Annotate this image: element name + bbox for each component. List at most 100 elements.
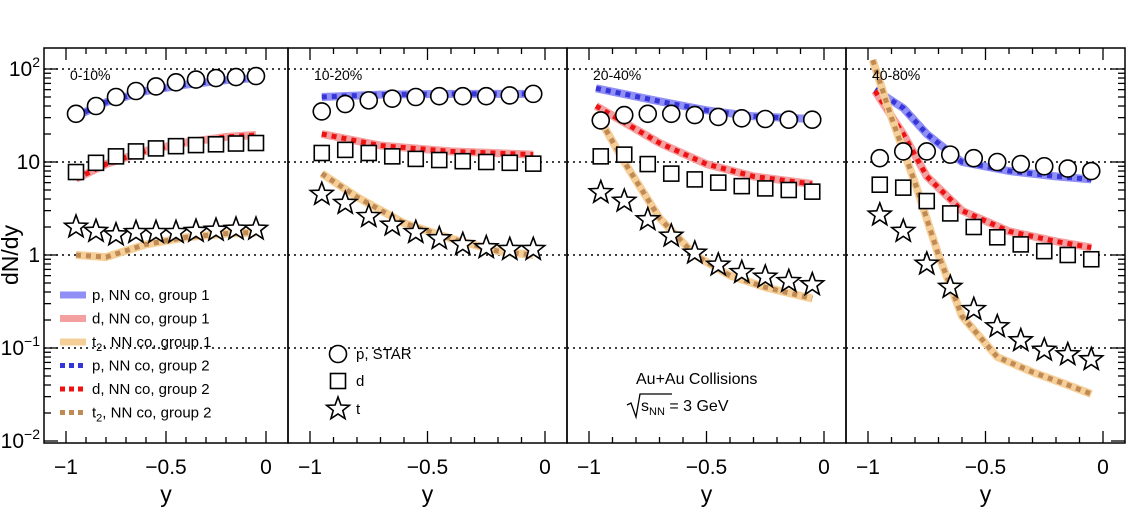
triton-model-group1-panel-2 (319, 170, 534, 259)
y-tick-label-3: 1 (28, 244, 40, 267)
x-tick-label-panel-2-3: 0 (539, 456, 551, 479)
triton-point-panel-4-3 (913, 249, 941, 276)
energy-label-value: = 3 GeV (665, 398, 729, 415)
triton-point-panel-4-10 (1077, 345, 1105, 372)
x-axis-title-panel-3: y (701, 481, 713, 507)
triton-point-panel-3-8 (751, 262, 779, 289)
y-tick-label-exponent: 2 (32, 54, 40, 70)
deuteron-point-panel-1-10 (247, 134, 265, 152)
triton-model-group2-panel-4 (870, 59, 1093, 397)
triton-point-panel-3-1 (587, 178, 615, 205)
legend-marker-label-3: t (356, 401, 361, 418)
triton-point-panel-4-8 (1030, 335, 1058, 362)
deuteron-point-panel-1-9 (227, 135, 245, 152)
triton-point-panel-2-8 (472, 233, 500, 260)
y-axis-title: dN/dy (0, 224, 23, 285)
proton-point-panel-1-3 (106, 87, 126, 107)
triton-model-group2-panel-1 (75, 229, 257, 260)
y-tick-label-base: 10 (9, 58, 32, 81)
legend-label-tail: , NN co, group 2 (102, 405, 211, 422)
deuteron-point-panel-2-9 (501, 154, 519, 172)
triton-point-panel-1-2 (82, 216, 110, 243)
x-tick-label-panel-4-2: −0.5 (965, 456, 1006, 479)
y-tick-label-2: 10 (17, 151, 40, 174)
proton-point-panel-4-4 (940, 145, 960, 164)
deuteron-point-panel-4-5 (965, 218, 983, 236)
centrality-label-panel-2: 10-20% (314, 67, 362, 83)
legend-label-main: p, NN co, group 2 (92, 358, 210, 375)
centrality-label-panel-1: 0-10% (70, 67, 110, 83)
proton-point-panel-4-7 (1011, 154, 1031, 174)
legend-label-t1: t2, NN co, group 1 (92, 334, 212, 354)
deuteron-point-panel-2-4 (383, 148, 401, 165)
proton-point-panel-4-5 (964, 148, 984, 168)
triton-point-panel-2-9 (496, 235, 524, 261)
deuteron-model-group2-panel-3 (594, 103, 813, 187)
deuteron-point-panel-1-2 (87, 154, 105, 172)
proton-point-panel-1-10 (246, 66, 266, 86)
deuteron-point-panel-4-1 (871, 176, 889, 194)
proton-model-group2-panel-4 (873, 87, 1092, 182)
proton-point-panel-1-6 (166, 72, 186, 92)
deuteron-model-group2-panel-2 (321, 131, 534, 158)
triton-model-group2-panel-2 (320, 171, 534, 258)
triton-point-panel-4-1 (866, 200, 894, 227)
proton-point-panel-2-9 (500, 86, 520, 105)
triton-point-panel-1-3 (102, 220, 130, 247)
triton-point-panel-3-3 (634, 205, 662, 232)
proton-point-panel-4-2 (893, 142, 913, 161)
energy-label: sNN = 3 GeV (641, 398, 729, 418)
legend-label-tail: , NN co, group 1 (102, 334, 211, 351)
y-tick-label-exponent: −1 (24, 333, 40, 349)
deuteron-point-panel-3-2 (615, 146, 633, 163)
proton-point-panel-3-3 (638, 104, 658, 124)
triton-point-panel-1-10 (242, 214, 270, 241)
proton-point-panel-2-10 (523, 84, 543, 104)
proton-point-panel-3-10 (802, 110, 822, 129)
proton-point-panel-3-2 (614, 105, 634, 125)
deuteron-point-panel-4-2 (894, 179, 912, 196)
star-data-points (62, 66, 1105, 372)
triton-point-panel-2-2 (331, 189, 359, 215)
y-tick-label-1: 102 (9, 54, 40, 81)
triton-point-panel-3-9 (775, 267, 803, 293)
proton-point-panel-4-3 (917, 142, 937, 161)
proton-point-panel-3-1 (591, 111, 611, 130)
deuteron-point-panel-3-1 (592, 148, 610, 165)
deuteron-point-panel-4-7 (1012, 236, 1030, 253)
deuteron-point-panel-4-4 (941, 205, 959, 222)
y-tick-label-base: 1 (28, 244, 40, 267)
deuteron-point-panel-3-3 (639, 155, 657, 173)
triton-point-panel-2-10 (519, 235, 547, 261)
deuteron-point-panel-4-9 (1059, 246, 1077, 264)
triton-point-panel-4-9 (1054, 340, 1082, 367)
y-tick-label-base: 10 (1, 337, 24, 360)
centrality-label-panel-4: 40-80% (872, 67, 920, 83)
panel-frames (43, 47, 1126, 444)
triton-point-panel-2-5 (402, 218, 430, 244)
deuteron-point-panel-3-7 (733, 177, 751, 195)
proton-point-panel-2-6 (429, 86, 449, 106)
triton-point-panel-2-1 (308, 180, 336, 206)
triton-point-panel-2-3 (355, 202, 383, 228)
proton-point-panel-4-9 (1058, 159, 1078, 178)
y-tick-label-base: 10 (1, 430, 24, 453)
triton-point-panel-2-4 (378, 210, 406, 237)
proton-point-panel-1-1 (66, 104, 86, 124)
proton-point-panel-2-1 (312, 102, 332, 121)
x-tick-label-panel-4-1: −1 (856, 456, 880, 479)
triton-point-panel-3-5 (681, 238, 709, 265)
deuteron-point-panel-2-3 (360, 144, 378, 162)
deuteron-point-panel-2-6 (430, 151, 448, 169)
legend-label-main: p, NN co, group 1 (92, 287, 210, 304)
triton-point-panel-4-4 (936, 273, 964, 299)
deuteron-point-panel-3-4 (662, 165, 680, 182)
deuteron-point-panel-1-7 (187, 136, 205, 154)
centrality-label-panel-3: 20-40% (593, 67, 641, 83)
deuteron-point-panel-4-8 (1035, 242, 1053, 260)
x-tick-label-panel-3-2: −0.5 (686, 456, 727, 479)
legend-label-d1: d, NN co, group 1 (92, 311, 210, 328)
legend-label-main: t (92, 334, 97, 351)
triton-point-panel-3-7 (728, 258, 756, 284)
